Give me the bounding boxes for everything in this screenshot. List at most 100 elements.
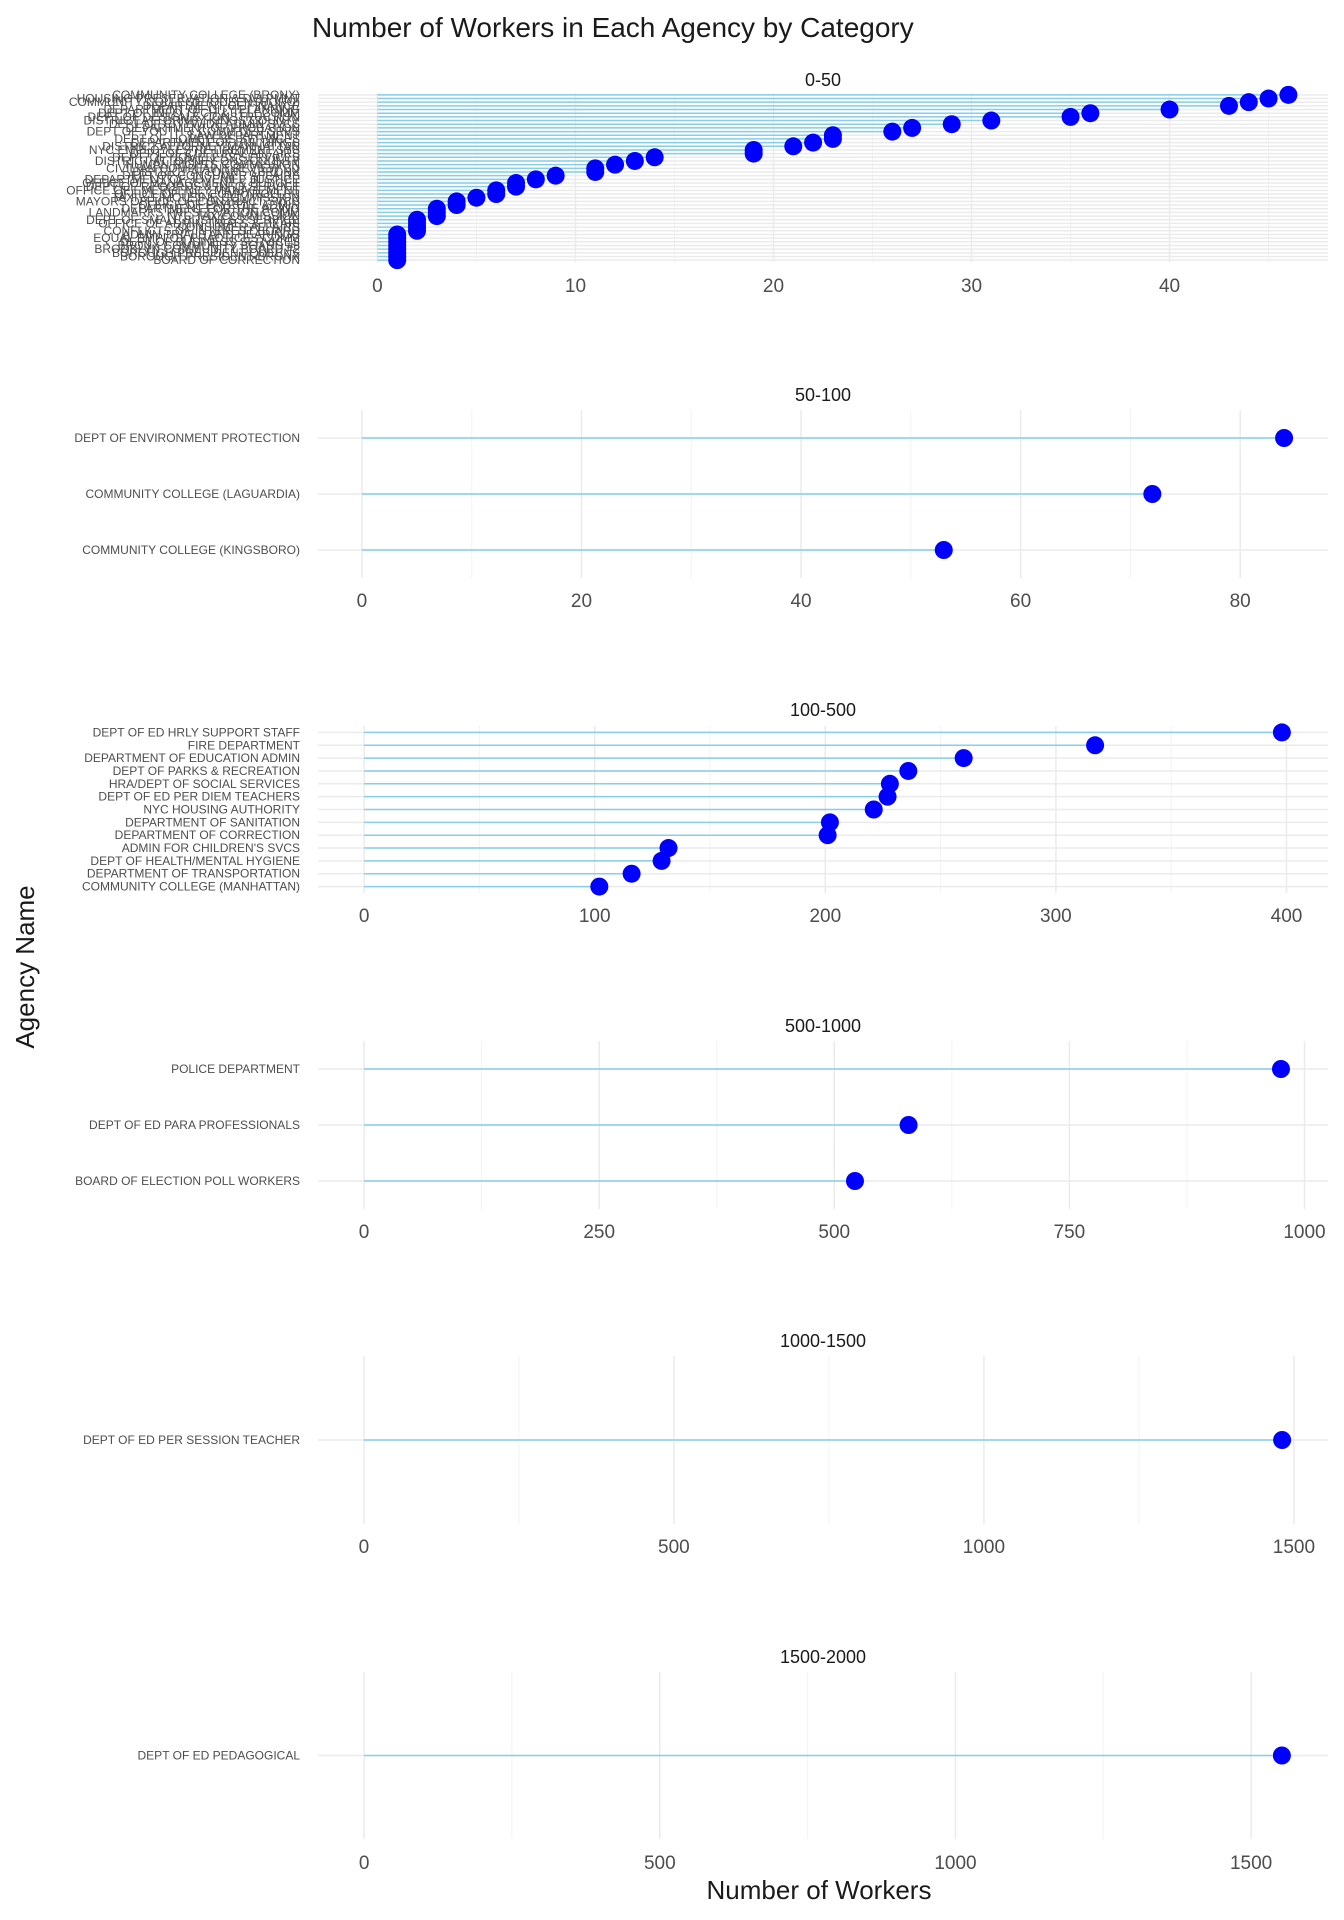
lollipop-point — [645, 148, 664, 167]
y-tick-label: OFFICE OF ADMIN TRIALS & HEARI — [98, 216, 300, 230]
facet-panel-1: 50-100 0 20 40 60 80 DEPT OF ENVIRONMENT PROTE… — [74, 385, 1328, 612]
lollipop-point — [427, 207, 446, 226]
lollipop-point — [1160, 100, 1179, 119]
y-tick-label: CIVILIAN COMPLAINT REVIEW BD — [106, 161, 300, 175]
y-tick-label: COMMUNITY COLLEGE (KINGSBORO) — [82, 543, 300, 557]
x-tick-label: 0 — [359, 906, 370, 927]
lollipop-point — [586, 162, 605, 181]
lollipop-point — [467, 188, 486, 207]
chart-title: Number of Workers in Each Agency by Cate… — [312, 12, 914, 43]
y-tick-label: POLICE DEPARTMENT — [171, 1062, 301, 1076]
y-tick-label: FIRE DEPARTMENT — [188, 738, 301, 752]
y-tick-label: DEPT OF CONSUMER AFFAIRS — [122, 169, 300, 183]
y-tick-label: DEPT OF CITYWIDE ADMIN SVCS — [109, 117, 300, 131]
facet-panel-5: 1500-2000 0 500 1000 1500 DEPT OF ED PEDAGOGI… — [138, 1647, 1328, 1874]
x-tick-label: 400 — [1271, 906, 1303, 927]
x-tick-label: 40 — [1159, 276, 1180, 297]
y-tick-label: OFFICE OF PAYROLL ADMIN — [138, 198, 300, 212]
y-tick-label: CONSUMER AFFAIRS — [177, 220, 300, 234]
y-tick-label: DISTRICT ATTORNEY-BRONX — [132, 165, 300, 179]
y-tick-label: DEPT OF ED PER SESSION TEACHER — [83, 1433, 300, 1447]
y-tick-label: MAYORS OFFICE OF CONTRACT SVCS — [76, 194, 300, 208]
lollipop-point — [1061, 107, 1080, 126]
x-tick-label: 1000 — [963, 1537, 1005, 1558]
lollipop-point — [408, 221, 427, 240]
lollipop-point — [487, 185, 506, 204]
lollipop-point — [883, 122, 902, 141]
y-tick-label: ADMIN FOR CHILDREN'S SVCS — [122, 841, 300, 855]
x-tick-label: 0 — [359, 1537, 370, 1558]
x-tick-label: 1500 — [1230, 1853, 1272, 1874]
lollipop-point — [1275, 429, 1294, 447]
facet-strip-label: 1500-2000 — [780, 1647, 866, 1667]
facet-panel-4: 1000-1500 0 500 1000 1500 DEPT OF ED PER SESS… — [83, 1331, 1328, 1558]
lollipop-point — [1272, 1746, 1291, 1765]
facet-panel-3: 500-1000 0 250 500 750 1000 POLICE DEPARTMENT D… — [75, 1016, 1328, 1243]
y-tick-label: CONFLICTS OF INTEREST BOARD — [104, 224, 301, 238]
lollipop-point — [622, 864, 641, 883]
facet-panel-0: 0-50 0 10 20 30 40 COMMUNITY COLLEGE (BRONX)HO… — [66, 70, 1328, 297]
lollipop-point — [1273, 1431, 1292, 1449]
x-tick-label: 0 — [372, 276, 383, 297]
x-tick-label: 500 — [644, 1853, 676, 1874]
y-tick-label: COMMUNITY COLLEGE (LAGUARDIA) — [86, 487, 300, 501]
lollipop-point — [1239, 93, 1258, 112]
x-tick-label: 80 — [1230, 591, 1251, 612]
y-tick-label: DEPARTMENT FOR THE AGING — [122, 202, 300, 216]
lollipop-point — [546, 166, 565, 185]
lollipop-point — [864, 800, 883, 819]
lollipop-point — [526, 170, 545, 189]
y-tick-label: DISTRICT ATTORNEY KINGS COUNTY — [84, 114, 300, 128]
y-tick-label: OFFICE OF EMERGENCY MANAGEMENT — [66, 183, 300, 197]
y-tick-label: LANDMARKS PRESERVATION COMM — [89, 205, 300, 219]
y-tick-label: DEPARTMENT OF EDUCATION ADMIN — [84, 751, 300, 765]
x-tick-label: 1000 — [934, 1853, 976, 1874]
y-tick-label: DEPT OF YOUTH & COMM DEV SRVS — [87, 125, 300, 139]
y-tick-label: HOUSING PRESERVATION & DVLPMNT — [77, 92, 301, 106]
y-tick-label: DEPARTMENT OF CITY PLANNING — [104, 103, 300, 117]
y-tick-label: DEPARTMENT OF CORRECTION — [115, 828, 300, 842]
lollipop-point — [878, 787, 897, 806]
y-tick-label: BROOKLYN COMMUNITY BOARD #2 — [94, 242, 300, 256]
x-tick-label: 40 — [790, 591, 811, 612]
lollipop-point — [845, 1172, 864, 1190]
y-tick-label: NYC EMPLOYEES RETIREMENT SYS — [89, 143, 300, 157]
y-tick-label: OFFICE OF THE COMPTROLLER — [114, 187, 300, 201]
lollipop-point — [903, 118, 922, 137]
lollipop-point — [784, 137, 803, 156]
y-tick-label: DEPT OF ENVIRONMENT PROTECTION — [74, 431, 300, 445]
x-tick-label: 0 — [359, 1853, 370, 1874]
y-tick-label: DEPT OF INFO TECH & TELECOMM — [98, 106, 300, 120]
y-tick-label: DEPARTMENT OF FINANCE — [143, 99, 300, 113]
y-tick-label: DEPT OF PARKS & RECREATION — [113, 764, 300, 778]
y-tick-label: ADMIN TRIALS AND HEARINGS — [122, 227, 300, 241]
x-tick-label: 20 — [763, 276, 784, 297]
y-tick-label: DEPARTMENT OF SANITATION — [125, 815, 300, 829]
y-tick-label: NYC TAX COMMISSION — [167, 209, 300, 223]
lollipop-point — [942, 115, 961, 134]
lollipop-point — [1086, 736, 1105, 755]
y-tick-label: DEPT OF ED PEDAGOGICAL — [138, 1749, 301, 1763]
lollipop-point — [1279, 85, 1298, 104]
x-tick-label: 250 — [583, 1222, 615, 1243]
y-tick-label: LAW DEPARTMENT — [190, 128, 301, 142]
y-tick-label: DISTRICT ATTORNEY-MANHATTAN — [102, 139, 300, 153]
x-tick-label: 10 — [565, 276, 586, 297]
lollipop-point — [1143, 485, 1162, 503]
y-tick-label: TAXI & LIMOUSINE COMMISSION — [112, 191, 300, 205]
x-tick-label: 1000 — [1283, 1222, 1325, 1243]
y-tick-label: DEPARTMENT OF PROBATION — [126, 121, 300, 135]
y-tick-label: DISTRICT ATTORNEY QNS COUNTY — [95, 154, 300, 168]
y-tick-label: BOARD OF ELECTION POLL WORKERS — [75, 1174, 300, 1188]
facet-strip-label: 500-1000 — [785, 1016, 861, 1036]
y-tick-label: DEPARTMENT OF TRANSPORTATION — [87, 867, 300, 881]
x-tick-label: 500 — [818, 1222, 850, 1243]
y-tick-label: DEPT OF ED PARA PROFESSIONALS — [89, 1118, 300, 1132]
y-tick-label: DEPT OF HOMELESS SERVICES — [114, 132, 300, 146]
y-tick-label: DEPT OF RECORDS & INFO SERVICE — [86, 180, 300, 194]
y-tick-label: BOROUGH PRESIDENT-BRONX — [120, 249, 300, 263]
y-tick-label: HUMAN RIGHTS COMMISSION — [125, 158, 300, 172]
y-tick-label: DEPARTMENT OF JUVENILE JUSTICE — [85, 172, 300, 186]
y-axis-title: Agency Name — [10, 885, 40, 1048]
lollipop-point — [507, 177, 526, 196]
